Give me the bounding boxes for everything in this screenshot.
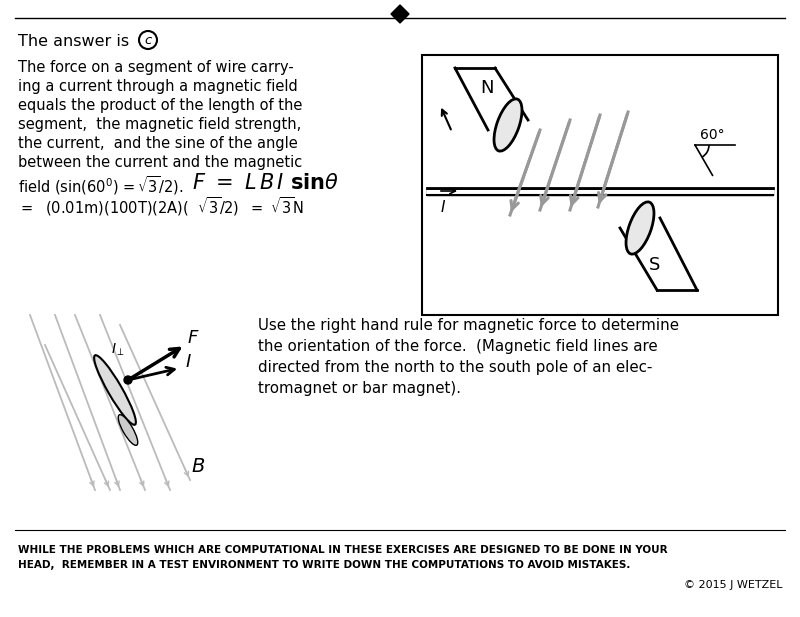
Text: field (sin(60$^0$) = $\!\sqrt{3}$/2).: field (sin(60$^0$) = $\!\sqrt{3}$/2). [18,174,183,197]
Text: directed from the north to the south pole of an elec-: directed from the north to the south pol… [258,360,652,375]
Text: the orientation of the force.  (Magnetic field lines are: the orientation of the force. (Magnetic … [258,339,658,354]
Text: the current,  and the sine of the angle: the current, and the sine of the angle [18,136,298,151]
Ellipse shape [118,415,138,445]
Text: ing a current through a magnetic field: ing a current through a magnetic field [18,79,298,94]
Text: tromagnet or bar magnet).: tromagnet or bar magnet). [258,381,461,396]
Text: Use the right hand rule for magnetic force to determine: Use the right hand rule for magnetic for… [258,318,679,333]
Polygon shape [391,5,409,23]
Text: The answer is: The answer is [18,34,129,49]
Text: $\mathit{F}$: $\mathit{F}$ [186,329,199,347]
Text: WHILE THE PROBLEMS WHICH ARE COMPUTATIONAL IN THESE EXERCISES ARE DESIGNED TO BE: WHILE THE PROBLEMS WHICH ARE COMPUTATION… [18,545,668,555]
Text: N: N [480,79,494,97]
Text: © 2015 J WETZEL: © 2015 J WETZEL [683,580,782,590]
Text: HEAD,  REMEMBER IN A TEST ENVIRONMENT TO WRITE DOWN THE COMPUTATIONS TO AVOID MI: HEAD, REMEMBER IN A TEST ENVIRONMENT TO … [18,560,630,570]
Text: 60°: 60° [700,128,724,142]
Text: $\mathit{I}$: $\mathit{I}$ [185,353,191,371]
Circle shape [124,376,132,384]
Ellipse shape [94,355,136,425]
Text: segment,  the magnetic field strength,: segment, the magnetic field strength, [18,117,302,132]
Text: $\mathit{B}$: $\mathit{B}$ [191,457,205,476]
Text: $=$  (0.01m)(100T)(2A)(  $\sqrt{3}$/2)  $=$ $\sqrt{3}$N: $=$ (0.01m)(100T)(2A)( $\sqrt{3}$/2) $=$… [18,195,304,218]
Text: $\mathit{I}_\perp$: $\mathit{I}_\perp$ [111,342,125,358]
Bar [422,55,778,315]
Ellipse shape [494,99,522,151]
Ellipse shape [626,202,654,254]
Text: equals the product of the length of the: equals the product of the length of the [18,98,302,113]
Text: I: I [441,200,446,215]
Text: S: S [650,256,661,274]
Text: $\mathit{F}$ $=$ $\mathit{L}\,\mathit{B}\,\mathit{I}$ sin$\theta$: $\mathit{F}$ $=$ $\mathit{L}\,\mathit{B}… [192,173,339,193]
Text: between the current and the magnetic: between the current and the magnetic [18,155,302,170]
Text: c: c [144,33,152,46]
Text: The force on a segment of wire carry-: The force on a segment of wire carry- [18,60,294,75]
